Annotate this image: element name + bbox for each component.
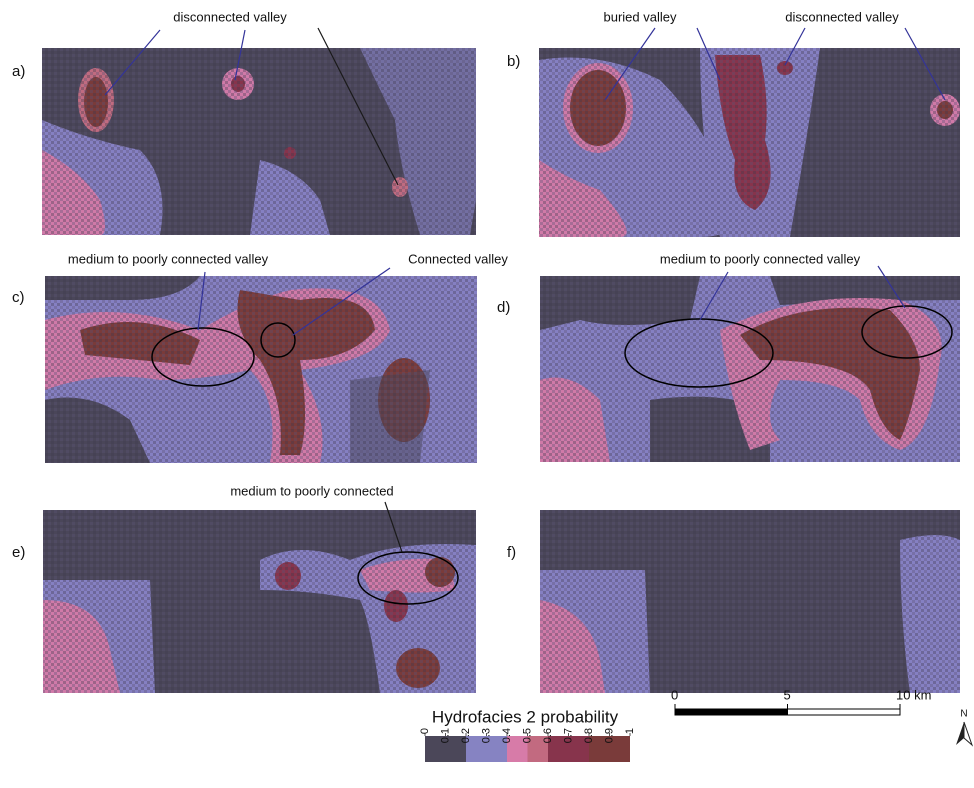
panel-label: f)	[507, 544, 516, 561]
panel-label: b)	[507, 53, 520, 70]
panel-label: d)	[497, 299, 510, 316]
panel-c: c) medium to poorly connected valley Con…	[12, 251, 508, 463]
scale-segment	[675, 709, 788, 715]
legend-tick-label: 0.1	[439, 728, 451, 743]
north-label: N	[960, 709, 967, 720]
legend-tick-label: 0.9	[603, 728, 615, 743]
panel-d: d) medium to poorly connected valley	[497, 251, 960, 462]
annotation: Connected valley	[408, 251, 508, 266]
legend-tick-label: 0.4	[501, 728, 513, 743]
panel-label: a)	[12, 63, 25, 80]
scale-label: 0	[671, 687, 678, 702]
legend-tick-label: 0	[419, 728, 431, 734]
legend-title: Hydrofacies 2 probability	[432, 707, 619, 726]
annotation: medium to poorly connected valley	[660, 251, 861, 266]
panel-b: b) buried valley disconnected valley	[507, 9, 960, 237]
scale-label: 10 km	[896, 687, 931, 702]
panel-a: a) disconnected valley	[12, 9, 476, 235]
annotation: medium to poorly connected	[230, 483, 393, 498]
panel-label: e)	[12, 544, 25, 561]
legend-tick-label: 1	[624, 728, 636, 734]
legend-tick-label: 0.6	[542, 728, 554, 743]
north-arrow: N	[956, 709, 972, 745]
annotation: buried valley	[604, 9, 677, 24]
panel-f: f)	[507, 510, 960, 693]
annotation: disconnected valley	[173, 9, 287, 24]
annotation: medium to poorly connected valley	[68, 251, 269, 266]
legend-tick-label: 0.2	[460, 728, 472, 743]
scale-label: 5	[784, 687, 791, 702]
legend-tick-label: 0.7	[562, 728, 574, 743]
annotation: disconnected valley	[785, 9, 899, 24]
legend-tick-label: 0.5	[521, 728, 533, 743]
figure: a) disconnected valley b) buried valley …	[0, 0, 974, 788]
scale-segment	[788, 709, 901, 715]
legend-tick-label: 0.8	[583, 728, 595, 743]
legend-tick-label: 0.3	[480, 728, 492, 743]
panel-label: c)	[12, 289, 25, 306]
panel-e: e) medium to poorly connected	[12, 483, 476, 693]
legend: Hydrofacies 2 probability 0 0.1 0.2 0.3 0.4 0…	[419, 707, 636, 762]
